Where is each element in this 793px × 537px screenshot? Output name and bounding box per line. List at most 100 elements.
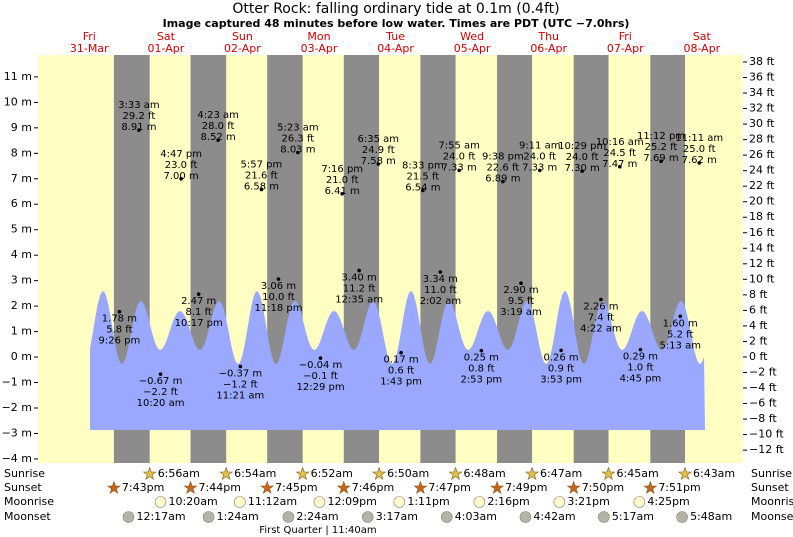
tide-point bbox=[599, 297, 603, 302]
y2-tick-label: 0 ft bbox=[749, 350, 768, 363]
tide-point bbox=[196, 292, 201, 296]
row-time: 6:56am bbox=[158, 467, 200, 480]
tide-point bbox=[117, 309, 122, 314]
y2-tick-label: 16 ft bbox=[749, 226, 775, 239]
row-time: 4:25pm bbox=[647, 495, 689, 508]
tide-label: 7.4 ft bbox=[588, 312, 614, 323]
tide-label: 12:29 pm bbox=[296, 382, 344, 393]
tide-label: 26.3 ft bbox=[282, 134, 315, 145]
tide-point bbox=[559, 348, 563, 353]
row-time: 4:03am bbox=[455, 510, 497, 523]
tide-label: 12:35 am bbox=[335, 294, 383, 305]
row-time: 7:44pm bbox=[199, 481, 241, 494]
tide-point bbox=[479, 348, 484, 353]
tide-label: 6:35 am bbox=[358, 134, 400, 145]
tide-point bbox=[276, 277, 281, 281]
day-date: 08-Apr bbox=[683, 42, 720, 55]
day-weekday: Fri bbox=[83, 30, 96, 43]
moon-icon bbox=[440, 511, 453, 523]
y2-tick-label: −2 ft bbox=[749, 365, 777, 378]
title: Otter Rock: falling ordinary tide at 0.1… bbox=[232, 1, 559, 17]
day-weekday: Mon bbox=[307, 30, 330, 43]
row-time: 1:11pm bbox=[407, 495, 449, 508]
row-time: 7:46pm bbox=[352, 481, 394, 494]
tide-point bbox=[438, 270, 443, 274]
tide-label: 2.26 m bbox=[583, 301, 618, 312]
tide-label: 0.8 ft bbox=[468, 364, 494, 375]
tide-label: 11.0 ft bbox=[424, 285, 457, 296]
subtitle: Image captured 48 minutes before low wat… bbox=[163, 17, 630, 30]
tide-label: 7:55 am bbox=[438, 140, 480, 151]
tide-label: 2:02 am bbox=[420, 296, 462, 307]
y2-tick-label: 24 ft bbox=[749, 164, 775, 177]
y-tick-label: 3 m bbox=[11, 274, 32, 287]
tide-label: 7.00 m bbox=[164, 171, 199, 182]
sun-icon bbox=[643, 480, 658, 495]
tide-label: 24.0 ft bbox=[523, 151, 556, 162]
moon-icon bbox=[676, 511, 688, 523]
sun-icon bbox=[448, 466, 463, 481]
sun-icon bbox=[295, 466, 310, 481]
tide-label: 3:33 am bbox=[118, 100, 160, 111]
y-tick-label: 6 m bbox=[11, 197, 32, 210]
row-time: 7:50pm bbox=[582, 481, 624, 494]
moon-icon bbox=[519, 511, 532, 523]
tide-label: 7:16 pm bbox=[321, 164, 363, 175]
tide-label: 28.0 ft bbox=[202, 121, 235, 132]
tide-point bbox=[537, 168, 542, 173]
tide-label: 9:38 pm bbox=[482, 152, 524, 163]
row-time: 6:50am bbox=[387, 467, 429, 480]
y2-tick-label: 2 ft bbox=[749, 334, 768, 347]
tide-label: 7.62 m bbox=[682, 155, 717, 166]
day-date: 05-Apr bbox=[454, 42, 491, 55]
tide-label: 8:33 pm bbox=[402, 160, 444, 171]
tide-label: −0.04 m bbox=[299, 360, 343, 371]
row-time: 3:17am bbox=[376, 510, 418, 523]
y2-tick-label: 20 ft bbox=[749, 195, 775, 208]
row-time: 12:17am bbox=[136, 510, 185, 523]
tide-label: 0.29 m bbox=[623, 352, 658, 363]
tide-label: −1.2 ft bbox=[223, 379, 258, 390]
day-date: 01-Apr bbox=[147, 42, 184, 55]
moon-icon bbox=[234, 496, 246, 508]
tide-label: 11.2 ft bbox=[343, 283, 376, 294]
sun-icon bbox=[142, 466, 157, 481]
row-time: 5:17am bbox=[612, 510, 654, 523]
tide-label: 2:53 pm bbox=[460, 375, 502, 386]
tide-label: 2.47 m bbox=[181, 296, 216, 307]
tide-label: 25.0 ft bbox=[683, 144, 716, 155]
sun-icon bbox=[260, 480, 275, 495]
tide-label: 11:18 pm bbox=[254, 303, 302, 314]
tide-point bbox=[158, 372, 163, 376]
tide-point bbox=[318, 356, 323, 360]
row-time: 4:42am bbox=[533, 510, 575, 523]
tide-label: 24.9 ft bbox=[362, 145, 395, 156]
row-time: 12:09pm bbox=[327, 495, 376, 508]
row-time: 7:51pm bbox=[658, 481, 700, 494]
row-time: 7:43pm bbox=[122, 481, 164, 494]
y2-tick-label: 36 ft bbox=[749, 71, 775, 84]
y2-tick-label: 32 ft bbox=[749, 102, 775, 115]
y-tick-label: 2 m bbox=[11, 299, 32, 312]
row-time: 2:16pm bbox=[487, 495, 529, 508]
sun-icon bbox=[413, 480, 428, 495]
tide-label: −2.2 ft bbox=[143, 387, 178, 398]
row-time: 3:21pm bbox=[567, 495, 609, 508]
y2-tick-label: −12 ft bbox=[749, 443, 784, 456]
row-label-right: Moonset bbox=[751, 510, 793, 523]
tide-label: 2.90 m bbox=[503, 285, 538, 296]
tide-label: 3:53 pm bbox=[540, 374, 582, 385]
row-time: 10:20am bbox=[169, 495, 218, 508]
y2-tick-label: −10 ft bbox=[749, 428, 784, 441]
tide-label: 0.26 m bbox=[543, 352, 578, 363]
y-tick-label: 8 m bbox=[11, 146, 32, 159]
row-time: 7:47pm bbox=[428, 481, 470, 494]
y-tick-label: 7 m bbox=[11, 172, 32, 185]
tide-label: 5:57 pm bbox=[241, 159, 283, 170]
row-time: 2:24am bbox=[296, 510, 338, 523]
tide-label: 24.0 ft bbox=[566, 152, 599, 163]
y2-tick-label: 10 ft bbox=[749, 272, 775, 285]
tide-label: −0.1 ft bbox=[303, 371, 338, 382]
tide-label: −0.67 m bbox=[139, 376, 183, 387]
